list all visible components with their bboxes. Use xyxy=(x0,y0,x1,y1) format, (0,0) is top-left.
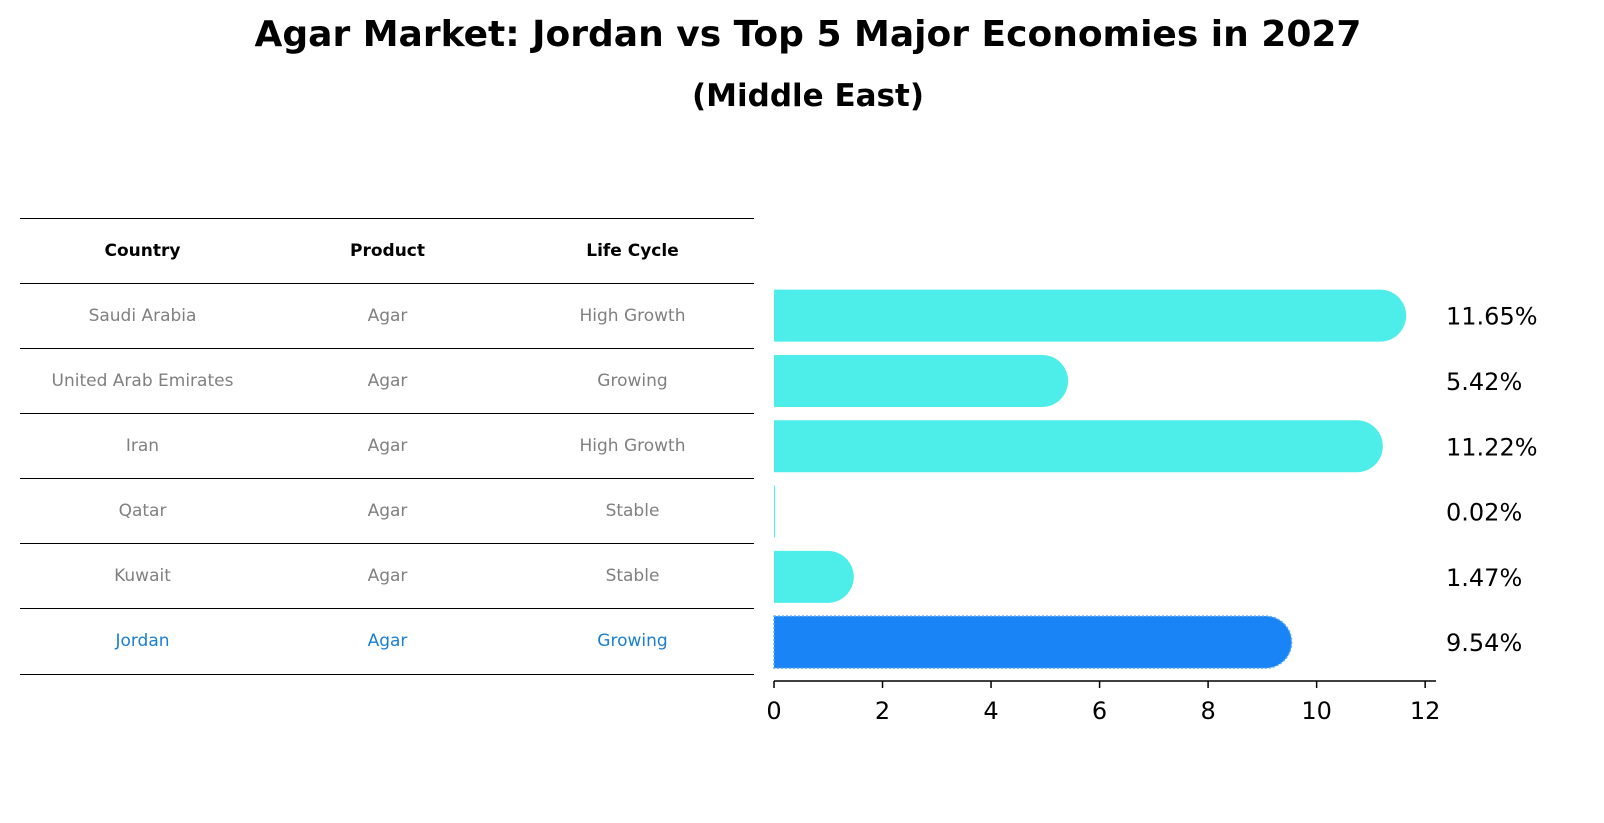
header-life-cycle: Life Cycle xyxy=(586,241,679,261)
table-row-highlight: Jordan Agar Growing xyxy=(20,608,754,675)
bar-qatar xyxy=(774,485,776,538)
life-cycle-cell: High Growth xyxy=(579,306,686,326)
bar-jordan xyxy=(773,615,1293,669)
country-cell: Qatar xyxy=(118,501,167,521)
value-label: 1.47% xyxy=(1446,564,1522,592)
value-label: 5.42% xyxy=(1446,368,1522,396)
value-label: 0.02% xyxy=(1446,499,1522,527)
country-cell: Iran xyxy=(125,436,160,456)
value-label: 9.54% xyxy=(1446,629,1522,657)
x-tick-label: 12 xyxy=(1410,697,1441,725)
value-label: 11.22% xyxy=(1446,433,1538,461)
chart-title: Agar Market: Jordan vs Top 5 Major Econo… xyxy=(254,14,1362,55)
value-label: 11.65% xyxy=(1446,303,1538,331)
country-cell: Saudi Arabia xyxy=(88,306,197,326)
x-tick-label: 0 xyxy=(766,697,781,725)
bar-kuwait xyxy=(774,550,854,603)
bar-united-arab-emirates xyxy=(774,354,1069,407)
product-cell: Agar xyxy=(367,631,408,651)
product-cell: Agar xyxy=(367,306,408,326)
product-cell: Agar xyxy=(367,566,408,586)
country-cell: Jordan xyxy=(115,631,170,651)
x-tick-label: 4 xyxy=(983,697,998,725)
country-cell: Kuwait xyxy=(114,566,171,586)
country-cell: United Arab Emirates xyxy=(51,371,234,391)
header-country: Country xyxy=(104,241,181,261)
data-table: Country Product Life Cycle Saudi Arabia … xyxy=(20,218,754,675)
table-row: Iran Agar High Growth xyxy=(20,413,754,478)
life-cycle-cell: Growing xyxy=(597,631,668,651)
table-row: United Arab Emirates Agar Growing xyxy=(20,348,754,413)
product-cell: Agar xyxy=(367,436,408,456)
life-cycle-cell: Growing xyxy=(597,371,668,391)
life-cycle-cell: Stable xyxy=(605,501,660,521)
x-tick-label: 6 xyxy=(1092,697,1107,725)
table-row: Kuwait Agar Stable xyxy=(20,543,754,608)
x-tick-label: 2 xyxy=(875,697,890,725)
bar-saudi-arabia xyxy=(774,289,1407,342)
table-header: Country Product Life Cycle xyxy=(20,218,754,283)
x-tick-label: 10 xyxy=(1301,697,1332,725)
x-tick-label: 8 xyxy=(1200,697,1215,725)
chart-subtitle: (Middle East) xyxy=(691,78,924,114)
table-row: Qatar Agar Stable xyxy=(20,478,754,543)
header-product: Product xyxy=(350,241,425,261)
life-cycle-cell: High Growth xyxy=(579,436,686,456)
life-cycle-cell: Stable xyxy=(605,566,660,586)
product-cell: Agar xyxy=(367,501,408,521)
table-row: Saudi Arabia Agar High Growth xyxy=(20,283,754,348)
product-cell: Agar xyxy=(367,371,408,391)
bar-iran xyxy=(774,420,1383,473)
